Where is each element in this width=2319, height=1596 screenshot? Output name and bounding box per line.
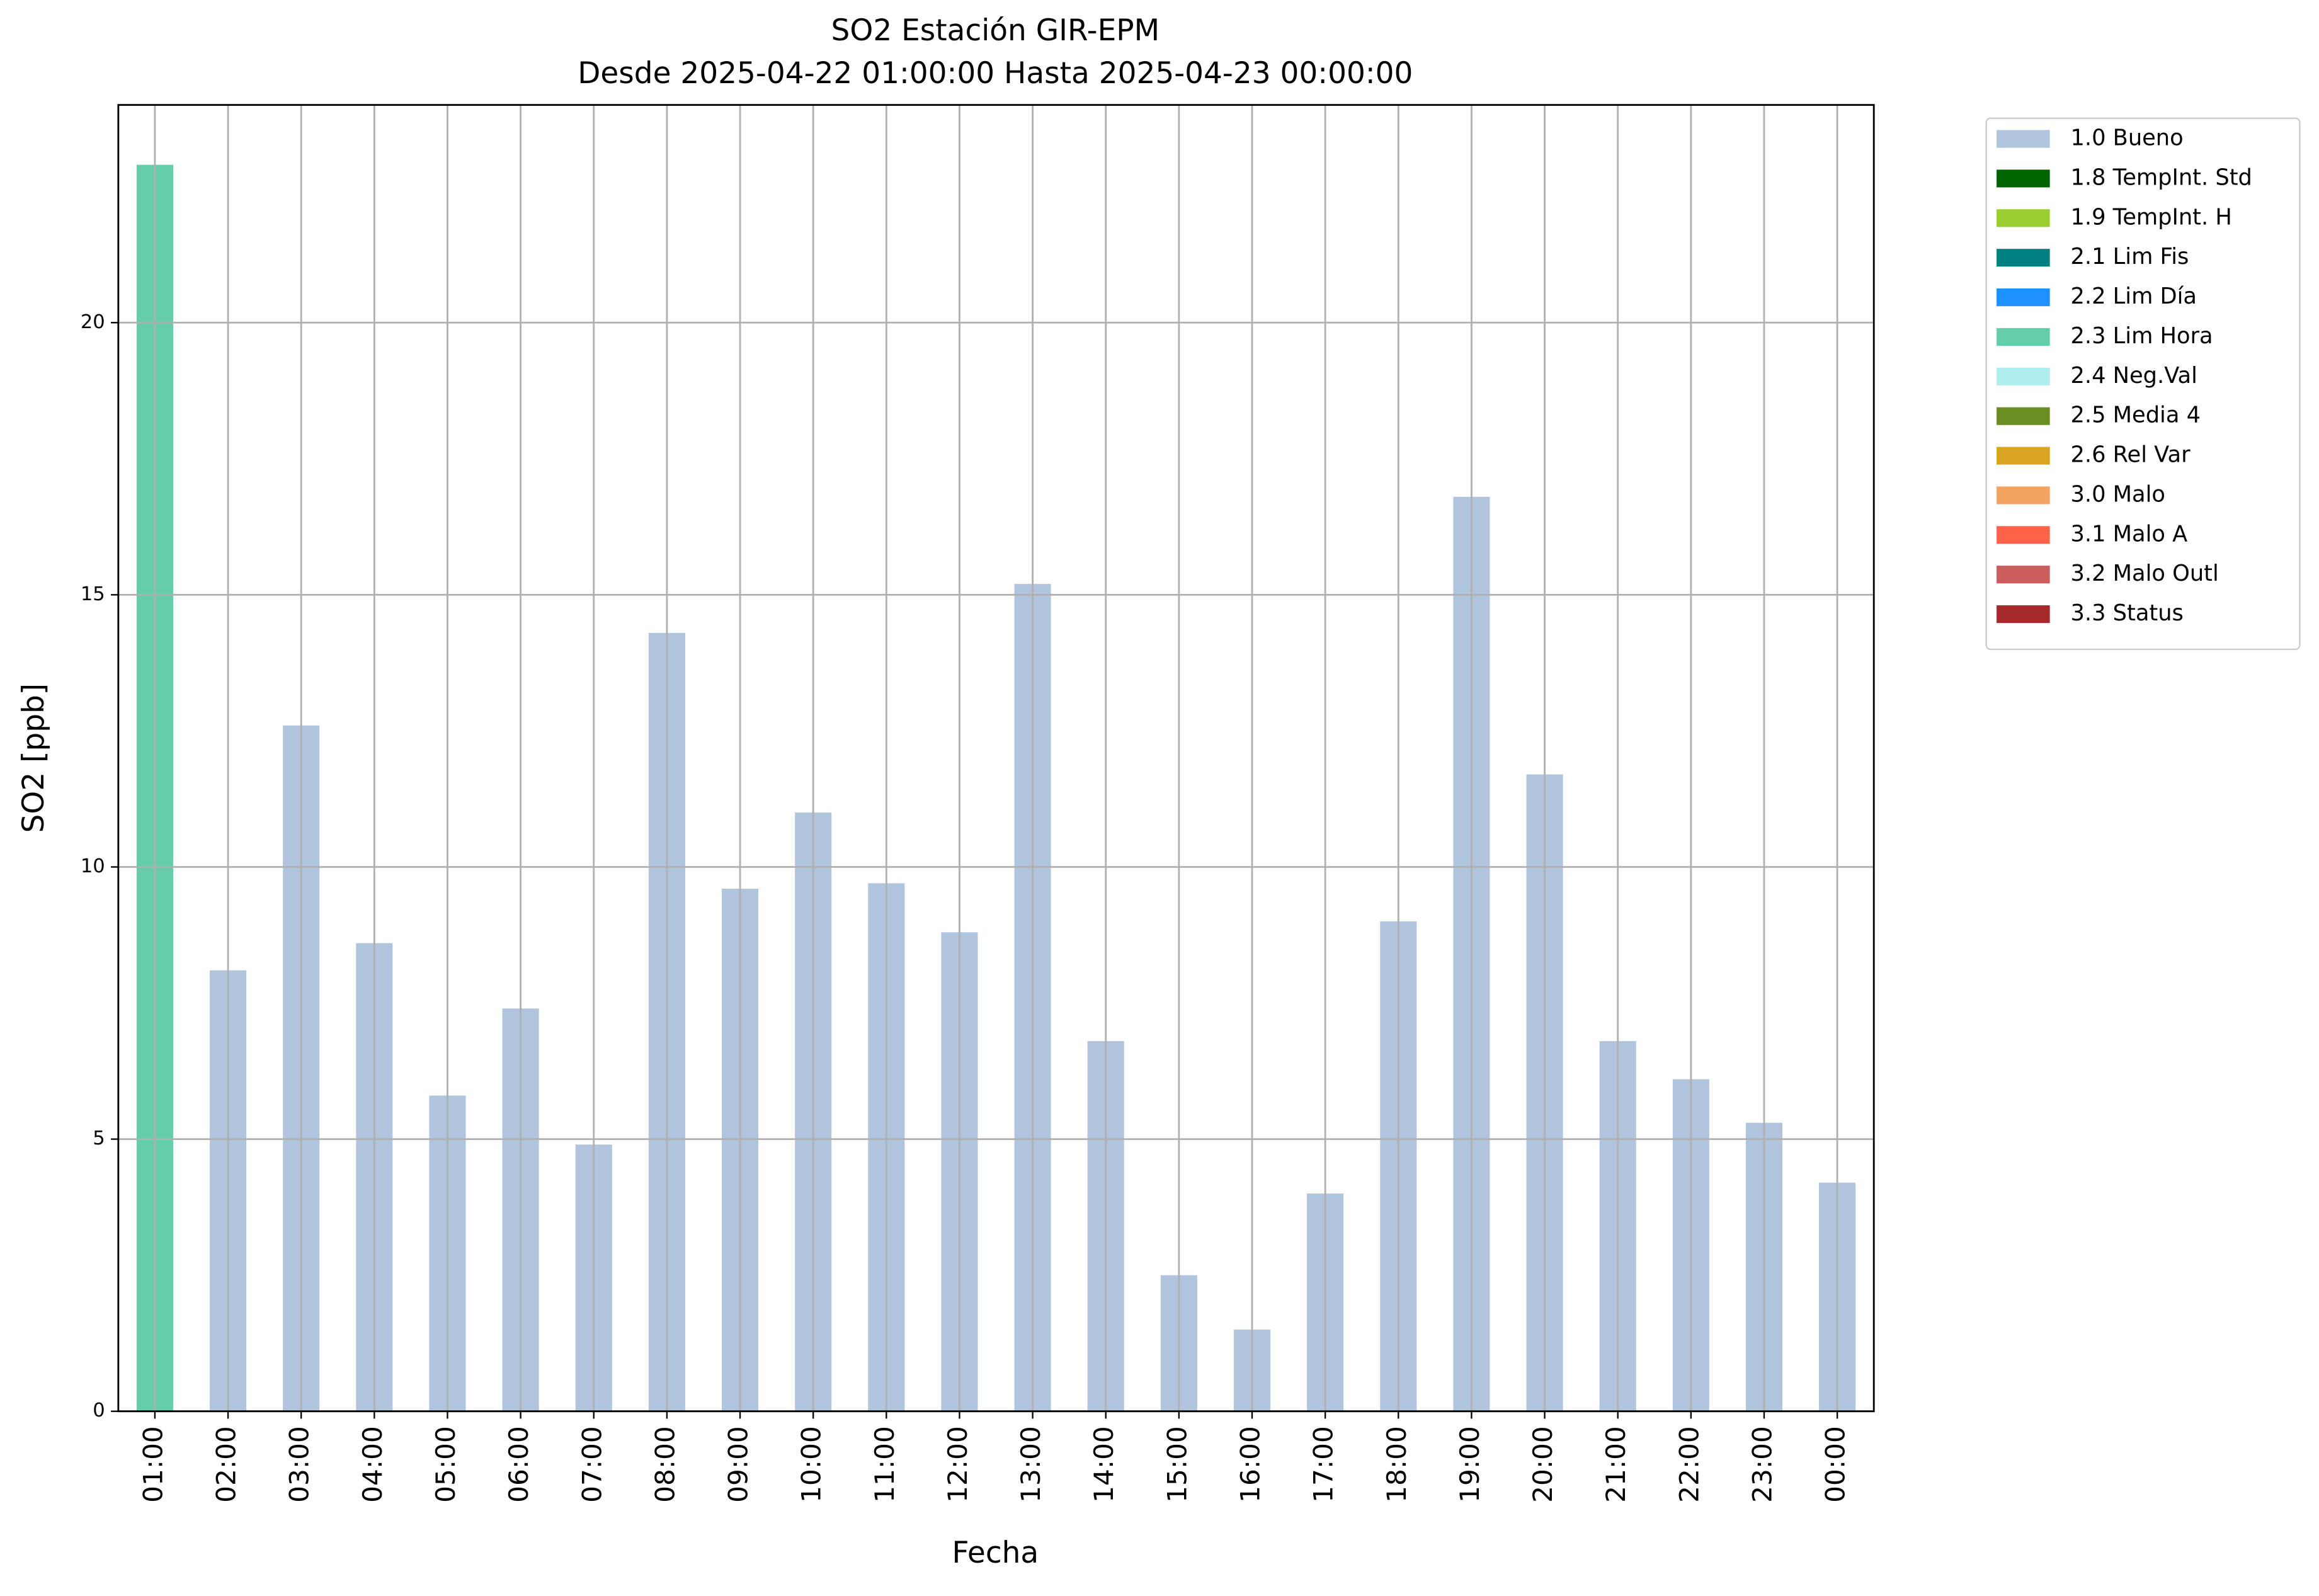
legend-label: 2.3 Lim Hora: [2071, 323, 2213, 349]
legend-swatch: [1997, 169, 2050, 188]
x-tick-label: 09:00: [723, 1426, 754, 1503]
legend-label: 2.4 Neg.Val: [2071, 363, 2197, 389]
x-tick-label: 17:00: [1308, 1426, 1339, 1503]
x-tick-label: 07:00: [576, 1426, 607, 1503]
x-tick-label: 05:00: [430, 1426, 461, 1503]
legend-label: 2.2 Lim Día: [2071, 283, 2197, 309]
legend-swatch: [1997, 526, 2050, 544]
legend-swatch: [1997, 605, 2050, 624]
x-tick-label: 06:00: [503, 1426, 534, 1503]
y-tick-label: 20: [81, 311, 105, 333]
legend-label: 3.2 Malo Outl: [2071, 561, 2219, 586]
legend-swatch: [1997, 130, 2050, 148]
legend-label: 2.5 Media 4: [2071, 402, 2201, 428]
legend-swatch: [1997, 407, 2050, 425]
legend-label: 3.1 Malo A: [2071, 521, 2188, 547]
legend-swatch: [1997, 486, 2050, 504]
legend-label: 1.9 TempInt. H: [2071, 204, 2232, 230]
x-tick-label: 04:00: [357, 1426, 388, 1503]
x-tick-label: 22:00: [1673, 1426, 1704, 1503]
plot-frame: [117, 104, 1875, 1413]
legend-label: 3.3 Status: [2071, 600, 2184, 626]
legend-label: 3.0 Malo: [2071, 481, 2165, 507]
y-tick-label: 0: [93, 1399, 105, 1422]
y-tick-label: 15: [81, 583, 105, 605]
legend-label: 1.0 Bueno: [2071, 125, 2184, 151]
x-tick-label: 13:00: [1015, 1426, 1046, 1503]
legend-swatch: [1997, 367, 2050, 385]
y-axis-label: SO2 [ppb]: [16, 683, 51, 833]
legend-label: 2.6 Rel Var: [2071, 442, 2191, 468]
legend-swatch: [1997, 566, 2050, 584]
x-tick-label: 16:00: [1234, 1426, 1265, 1503]
x-axis-label: Fecha: [952, 1536, 1039, 1570]
x-tick-label: 15:00: [1161, 1426, 1192, 1503]
chart-subtitle: Desde 2025-04-22 01:00:00 Hasta 2025-04-…: [578, 56, 1413, 91]
x-tick-label: 18:00: [1381, 1426, 1412, 1503]
y-tick-label: 5: [93, 1127, 105, 1149]
x-tick-label: 03:00: [284, 1426, 315, 1503]
legend-swatch: [1997, 447, 2050, 465]
x-tick-label: 19:00: [1454, 1426, 1485, 1503]
x-tick-label: 21:00: [1600, 1426, 1631, 1503]
x-tick-label: 10:00: [796, 1426, 827, 1503]
x-tick-label: 23:00: [1746, 1426, 1777, 1503]
legend-frame: [1985, 117, 2301, 651]
legend-swatch: [1997, 288, 2050, 307]
legend-label: 1.8 TempInt. Std: [2071, 164, 2252, 190]
legend-swatch: [1997, 328, 2050, 346]
legend-swatch: [1997, 249, 2050, 267]
chart-title: SO2 Estación GIR-EPM: [831, 13, 1160, 48]
x-tick-label: 14:00: [1088, 1426, 1119, 1503]
x-tick-label: 01:00: [137, 1426, 168, 1503]
legend-label: 2.1 Lim Fis: [2071, 244, 2189, 270]
x-tick-label: 02:00: [211, 1426, 242, 1503]
x-tick-label: 08:00: [649, 1426, 680, 1503]
y-tick-label: 10: [81, 855, 105, 877]
x-tick-label: 20:00: [1527, 1426, 1558, 1503]
x-tick-label: 11:00: [869, 1426, 900, 1503]
x-tick-label: 00:00: [1820, 1426, 1851, 1503]
legend-swatch: [1997, 209, 2050, 227]
legend: 1.0 Bueno 1.8 TempInt. Std 1.9 TempInt. H 2…: [1985, 117, 2301, 651]
x-tick-label: 12:00: [942, 1426, 973, 1503]
